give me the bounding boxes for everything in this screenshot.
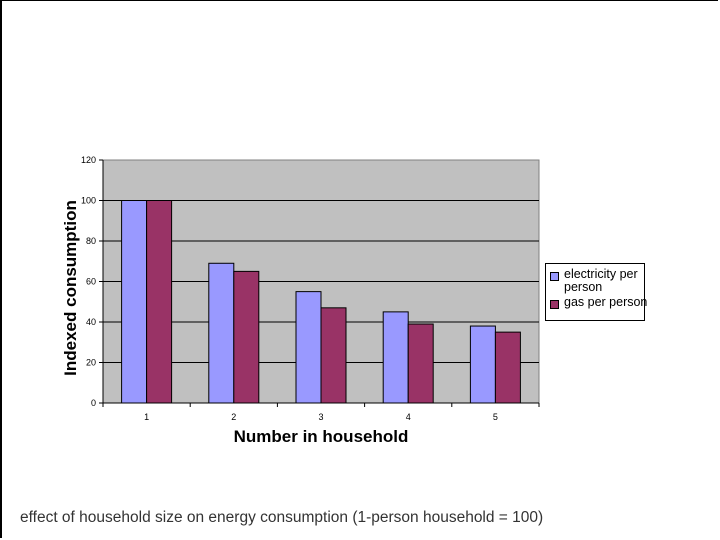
legend-item-gas: gas per person bbox=[550, 296, 650, 309]
legend: electricity per person gas per person bbox=[545, 263, 647, 321]
y-tick-label: 40 bbox=[86, 317, 96, 327]
y-tick-label: 20 bbox=[86, 358, 96, 368]
bar-gas bbox=[233, 270, 260, 404]
legend-swatch-gas bbox=[550, 300, 559, 309]
bar-gas bbox=[320, 307, 347, 404]
x-tick-label: 2 bbox=[231, 412, 236, 422]
x-tick-label: 3 bbox=[318, 412, 323, 422]
y-tick-label: 120 bbox=[81, 155, 96, 165]
bar-gas bbox=[494, 331, 521, 404]
bar-electricity bbox=[382, 311, 409, 404]
bar-gas bbox=[146, 200, 173, 404]
bar-electricity bbox=[208, 262, 235, 404]
x-tick-label: 4 bbox=[406, 412, 411, 422]
x-axis-title: Number in household bbox=[234, 427, 409, 446]
y-tick-labels: 0 20 40 60 80 100 120 bbox=[81, 155, 103, 408]
bar-electricity bbox=[469, 325, 496, 404]
y-axis-title: Indexed consumption bbox=[61, 200, 80, 376]
y-tick-label: 60 bbox=[86, 277, 96, 287]
bar-electricity bbox=[295, 291, 322, 404]
bar-electricity bbox=[121, 200, 148, 404]
slide-caption: effect of household size on energy consu… bbox=[20, 509, 544, 526]
legend-item-electricity: electricity per person bbox=[550, 268, 650, 294]
x-tick-label: 1 bbox=[144, 412, 149, 422]
legend-label-electricity: electricity per person bbox=[564, 267, 638, 294]
legend-label-gas: gas per person bbox=[564, 295, 648, 309]
y-tick-label: 0 bbox=[91, 398, 96, 408]
bar-gas bbox=[407, 323, 434, 404]
y-tick-label: 80 bbox=[86, 236, 96, 246]
legend-swatch-electricity bbox=[550, 272, 559, 281]
x-tick-labels: 1 2 3 4 5 bbox=[102, 403, 540, 422]
y-tick-label: 100 bbox=[81, 196, 96, 206]
x-tick-label: 5 bbox=[493, 412, 498, 422]
